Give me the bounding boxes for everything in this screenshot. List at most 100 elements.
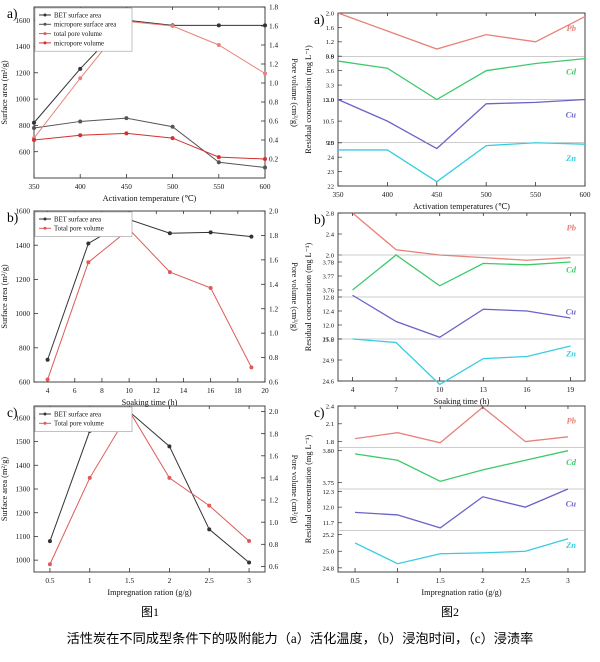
svg-text:16: 16 — [207, 386, 215, 395]
svg-text:3.80: 3.80 — [322, 448, 334, 455]
svg-text:1.5: 1.5 — [125, 576, 134, 585]
svg-text:Cd: Cd — [566, 457, 577, 467]
svg-text:图1: 图1 — [141, 605, 159, 619]
svg-text:1: 1 — [88, 576, 92, 585]
svg-text:Pore volume (cm³/g): Pore volume (cm³/g) — [290, 262, 299, 331]
svg-text:800: 800 — [19, 121, 30, 130]
svg-text:micropore volume: micropore volume — [54, 40, 104, 47]
svg-text:1.6: 1.6 — [269, 451, 278, 460]
svg-text:14: 14 — [180, 386, 188, 395]
svg-text:0.6: 0.6 — [269, 378, 278, 387]
svg-text:Residual concentration (mg L⁻¹: Residual concentration (mg L⁻¹) — [304, 435, 313, 544]
svg-text:2: 2 — [481, 576, 485, 585]
svg-text:8: 8 — [100, 386, 104, 395]
svg-text:1.8: 1.8 — [326, 439, 335, 446]
svg-text:23: 23 — [327, 169, 334, 176]
svg-text:19: 19 — [567, 385, 575, 394]
svg-text:1.8: 1.8 — [269, 3, 278, 12]
svg-text:Zn: Zn — [565, 540, 576, 550]
svg-text:24.6: 24.6 — [322, 378, 334, 385]
svg-text:1000: 1000 — [15, 95, 30, 104]
svg-text:2.4: 2.4 — [326, 403, 335, 410]
svg-text:c): c) — [7, 405, 18, 420]
svg-text:2.0: 2.0 — [269, 407, 278, 416]
svg-text:3.75: 3.75 — [322, 480, 334, 487]
svg-text:800: 800 — [19, 343, 30, 352]
svg-text:3.6: 3.6 — [326, 68, 335, 75]
svg-text:Zn: Zn — [565, 349, 576, 359]
svg-text:0.8: 0.8 — [269, 98, 278, 107]
svg-text:12.0: 12.0 — [322, 505, 334, 512]
svg-text:6: 6 — [73, 386, 77, 395]
svg-text:图2: 图2 — [441, 605, 459, 619]
svg-text:Pb: Pb — [567, 415, 576, 425]
svg-text:350: 350 — [29, 182, 40, 191]
svg-text:Surface area (m²/g): Surface area (m²/g) — [0, 264, 9, 328]
svg-text:Soaking time (h): Soaking time (h) — [434, 397, 490, 406]
svg-text:1.0: 1.0 — [269, 79, 278, 88]
svg-text:3.3: 3.3 — [326, 82, 335, 89]
svg-text:2.5: 2.5 — [205, 576, 214, 585]
svg-text:25.0: 25.0 — [322, 549, 334, 556]
svg-text:1200: 1200 — [15, 508, 30, 517]
svg-text:600: 600 — [260, 182, 271, 191]
svg-text:1.8: 1.8 — [269, 231, 278, 240]
svg-text:Pore volume (cm³/g): Pore volume (cm³/g) — [290, 58, 299, 127]
svg-text:Cu: Cu — [566, 498, 577, 508]
svg-text:BET surface area: BET surface area — [54, 411, 101, 418]
svg-text:12.0: 12.0 — [322, 322, 334, 329]
svg-text:18: 18 — [234, 386, 242, 395]
svg-text:Residual concentration (mg L⁻¹: Residual concentration (mg L⁻¹) — [304, 45, 313, 154]
svg-text:1.4: 1.4 — [269, 41, 278, 50]
svg-text:3.76: 3.76 — [322, 287, 334, 294]
svg-text:Activation temperatures (℃): Activation temperatures (℃) — [413, 202, 510, 211]
svg-text:400: 400 — [382, 190, 393, 199]
svg-text:500: 500 — [167, 182, 178, 191]
svg-text:450: 450 — [431, 190, 442, 199]
svg-text:1300: 1300 — [15, 485, 30, 494]
svg-text:0.4: 0.4 — [269, 136, 278, 145]
svg-text:3: 3 — [566, 576, 570, 585]
svg-text:0.5: 0.5 — [350, 576, 359, 585]
svg-text:1200: 1200 — [15, 68, 30, 77]
svg-text:2: 2 — [168, 576, 172, 585]
svg-text:2.4: 2.4 — [326, 231, 335, 238]
svg-text:0.8: 0.8 — [269, 540, 278, 549]
svg-text:25.2: 25.2 — [322, 532, 334, 539]
svg-text:Impregnation ratio (g/g): Impregnation ratio (g/g) — [421, 588, 501, 597]
svg-text:b): b) — [314, 212, 325, 227]
svg-text:10.5: 10.5 — [322, 119, 334, 126]
svg-text:1400: 1400 — [15, 241, 30, 250]
svg-text:550: 550 — [213, 182, 224, 191]
svg-text:600: 600 — [580, 190, 591, 199]
svg-text:1.2: 1.2 — [269, 496, 278, 505]
svg-text:600: 600 — [19, 378, 30, 387]
svg-text:1100: 1100 — [16, 532, 31, 541]
svg-text:13: 13 — [480, 385, 488, 394]
svg-text:Surface area (m²/g): Surface area (m²/g) — [0, 457, 9, 521]
svg-text:1400: 1400 — [15, 461, 30, 470]
svg-text:12.8: 12.8 — [322, 294, 334, 301]
svg-text:4: 4 — [46, 386, 50, 395]
svg-text:1.4: 1.4 — [269, 280, 278, 289]
svg-text:2.5: 2.5 — [521, 576, 530, 585]
svg-text:Surface area (m²/g): Surface area (m²/g) — [0, 60, 9, 124]
svg-text:Cu: Cu — [566, 110, 577, 120]
svg-text:16: 16 — [523, 385, 531, 394]
svg-text:0.6: 0.6 — [269, 562, 278, 571]
svg-text:2.0: 2.0 — [269, 207, 278, 216]
svg-text:12: 12 — [153, 386, 161, 395]
svg-text:Total pore volume: Total pore volume — [54, 421, 104, 428]
svg-text:10: 10 — [436, 385, 444, 394]
svg-text:1600: 1600 — [15, 413, 30, 422]
svg-text:350: 350 — [333, 190, 344, 199]
svg-text:Cd: Cd — [566, 66, 577, 76]
svg-text:b): b) — [7, 210, 18, 225]
svg-text:BET surface area: BET surface area — [54, 12, 101, 19]
svg-text:3.77: 3.77 — [322, 273, 334, 280]
svg-text:micropore surface area: micropore surface area — [54, 22, 116, 29]
svg-text:3.9: 3.9 — [326, 54, 335, 61]
svg-text:a): a) — [7, 6, 18, 21]
svg-text:1.2: 1.2 — [326, 39, 334, 46]
svg-text:1: 1 — [396, 576, 400, 585]
